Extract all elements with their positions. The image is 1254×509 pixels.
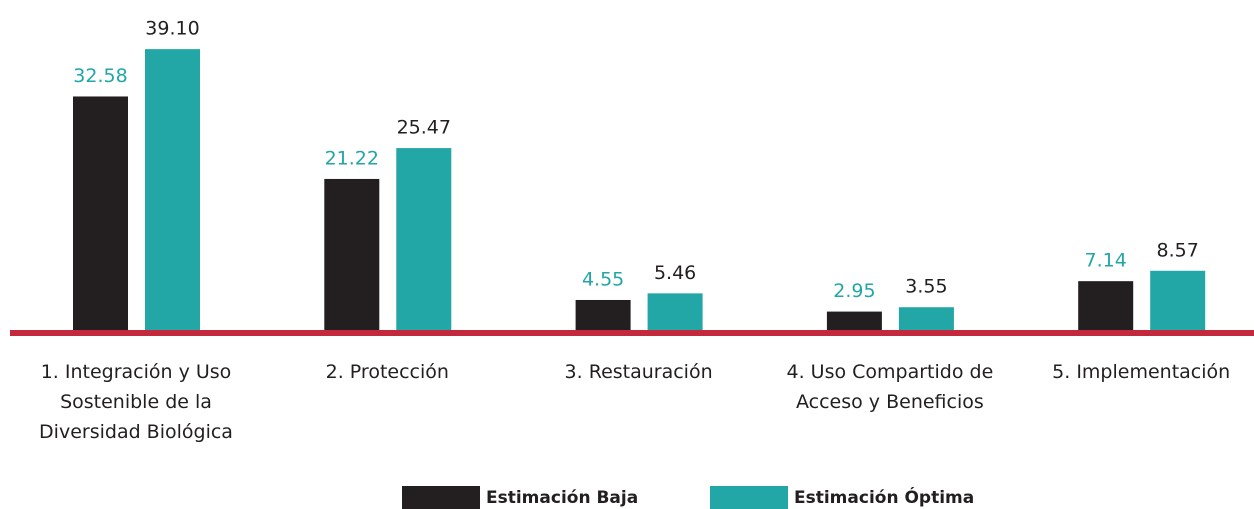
baseline (10, 330, 1254, 336)
bar (1150, 270, 1206, 333)
x-tick-label: 5. Implementación (1052, 361, 1231, 383)
bar (1078, 281, 1134, 333)
bar (647, 293, 703, 333)
legend-label: Estimación Baja (486, 488, 638, 508)
bar (324, 178, 380, 333)
x-tick-label: 1. Integración y Uso Sostenible de la Di… (39, 361, 233, 443)
data-label: 8.57 (1157, 239, 1199, 261)
x-tick-label: 2. Protección (325, 361, 449, 383)
data-label: 25.47 (397, 117, 451, 139)
data-label: 4.55 (582, 268, 624, 290)
data-label: 3.55 (905, 276, 947, 298)
legend-swatch (710, 486, 788, 509)
bar (826, 311, 882, 333)
bar (73, 96, 128, 333)
data-label: 39.10 (145, 18, 199, 40)
bar (396, 148, 452, 333)
legend-swatch (402, 486, 480, 509)
data-label: 2.95 (833, 280, 875, 302)
data-label: 7.14 (1085, 250, 1127, 272)
data-label: 5.46 (654, 262, 696, 284)
bar (898, 307, 954, 333)
bar (575, 299, 631, 333)
legend-label: Estimación Óptima (794, 486, 974, 508)
data-label: 32.58 (73, 65, 127, 87)
x-tick-label: 3. Restauración (564, 361, 713, 383)
data-label: 21.22 (325, 147, 379, 169)
bar (145, 49, 200, 333)
x-tick-label: 4. Uso Compartido de Acceso y Beneficios (786, 361, 994, 413)
